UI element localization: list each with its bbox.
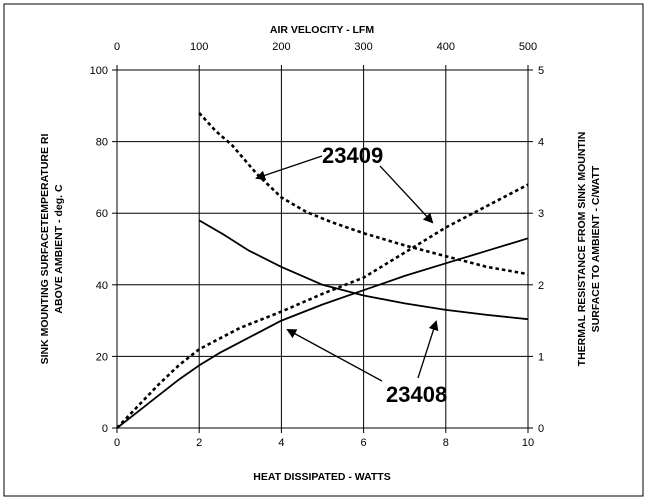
left-axis-title: SINK MOUNTING SURFACETEMPERATURE RI ABOV… <box>39 134 65 365</box>
series-23409-thermal-resistance-line <box>198 112 529 276</box>
y-tick-label: 100 <box>90 65 108 77</box>
right-axis-title-line-1: THERMAL RESISTANCE FROM SINK MOUNTIN <box>576 132 588 367</box>
callout-23408: 23408 <box>386 382 447 407</box>
y2-tick-label: 3 <box>538 208 544 220</box>
y-tick-label: 60 <box>96 208 108 220</box>
chart-border <box>3 3 644 497</box>
grid-layer <box>117 70 528 428</box>
right-axis-title-line-2: SURFACE TO AMBIENT - C/WATT <box>590 165 602 332</box>
x2-tick-label: 0 <box>114 41 120 53</box>
callout-arrows <box>255 155 439 382</box>
x2-tick-label: 200 <box>272 41 290 53</box>
x2-tick-label: 100 <box>190 41 208 53</box>
x-tick-label: 10 <box>522 437 534 449</box>
x2-tick-label: 500 <box>519 41 537 53</box>
x2-tick-label: 300 <box>354 41 372 53</box>
y2-tick-label: 4 <box>538 137 544 149</box>
y-tick-label: 40 <box>96 280 108 292</box>
left-axis-title-line-1: SINK MOUNTING SURFACETEMPERATURE RI <box>39 134 51 365</box>
x2-tick-label: 400 <box>437 41 455 53</box>
series-23408-temperature-rise-line <box>116 237 529 429</box>
series-23408-thermal-resistance-line <box>198 219 529 321</box>
arrow-23409-to-temperature <box>379 165 434 224</box>
left-axis-title-line-2: ABOVE AMBIENT - deg. C <box>53 184 65 314</box>
x-tick-label: 0 <box>114 437 120 449</box>
tick-layer: 0 2 4 6 8 100 100 200 300 400 50002040608010001234… <box>90 41 544 449</box>
arrow-23408-to-resistance <box>417 320 439 379</box>
y-tick-label: 80 <box>96 137 108 149</box>
callout-23409: 23409 <box>322 143 383 168</box>
y2-tick-label: 1 <box>538 351 544 363</box>
right-axis-title: THERMAL RESISTANCE FROM SINK MOUNTIN SUR… <box>576 132 602 367</box>
y2-tick-label: 2 <box>538 280 544 292</box>
plot-area <box>116 69 529 429</box>
x-tick-label: 8 <box>443 437 449 449</box>
x-tick-label: 2 <box>196 437 202 449</box>
series-23409-temperature-rise-line <box>116 183 529 429</box>
y-tick-label: 20 <box>96 351 108 363</box>
arrow-23409-to-resistance <box>255 155 323 181</box>
x-tick-label: 6 <box>361 437 367 449</box>
arrow-23408-to-temperature <box>286 329 383 382</box>
y-tick-label: 0 <box>102 423 108 435</box>
x-tick-label: 4 <box>278 437 284 449</box>
bottom-axis-title: HEAT DISSIPATED - WATTS <box>253 471 390 483</box>
top-axis-title: AIR VELOCITY - LFM <box>270 24 374 36</box>
y2-tick-label: 0 <box>538 423 544 435</box>
series-layer <box>116 112 529 429</box>
y2-tick-label: 5 <box>538 65 544 77</box>
